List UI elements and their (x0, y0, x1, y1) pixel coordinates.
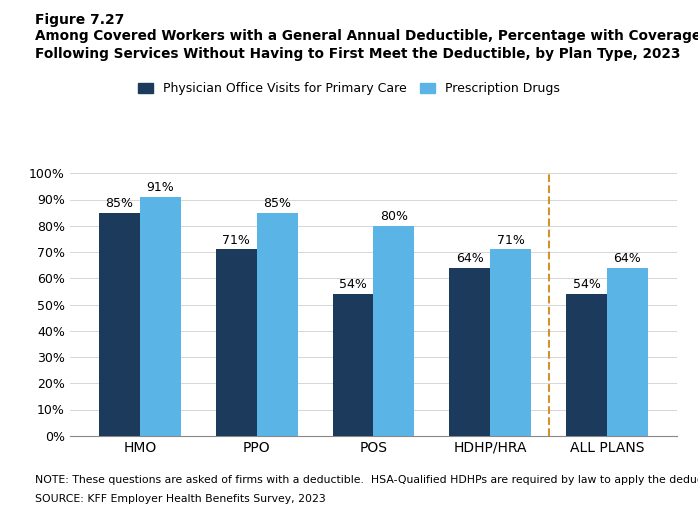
Text: 91%: 91% (147, 181, 174, 194)
Bar (99, 213, 140, 436)
Text: 54%: 54% (339, 278, 367, 291)
Text: 85%: 85% (263, 197, 291, 210)
Bar (332, 294, 373, 436)
Legend: Physician Office Visits for Primary Care, Prescription Drugs: Physician Office Visits for Primary Care… (133, 77, 565, 100)
Bar (490, 249, 531, 436)
Text: 80%: 80% (380, 210, 408, 223)
Text: Following Services Without Having to First Meet the Deductible, by Plan Type, 20: Following Services Without Having to Fir… (35, 47, 681, 61)
Bar (607, 268, 648, 436)
Text: 71%: 71% (497, 234, 525, 247)
Text: 54%: 54% (572, 278, 600, 291)
Bar (450, 268, 490, 436)
Bar (140, 197, 181, 436)
Text: 64%: 64% (614, 252, 641, 265)
Text: Among Covered Workers with a General Annual Deductible, Percentage with Coverage: Among Covered Workers with a General Ann… (35, 29, 698, 43)
Text: 85%: 85% (105, 197, 133, 210)
Text: SOURCE: KFF Employer Health Benefits Survey, 2023: SOURCE: KFF Employer Health Benefits Sur… (35, 494, 326, 503)
Bar (566, 294, 607, 436)
Text: 71%: 71% (222, 234, 250, 247)
Text: Figure 7.27: Figure 7.27 (35, 13, 124, 27)
Bar (216, 249, 257, 436)
Text: 64%: 64% (456, 252, 484, 265)
Bar (373, 226, 415, 436)
Bar (257, 213, 297, 436)
Text: NOTE: These questions are asked of firms with a deductible.  HSA-Qualified HDHPs: NOTE: These questions are asked of firms… (35, 475, 698, 485)
